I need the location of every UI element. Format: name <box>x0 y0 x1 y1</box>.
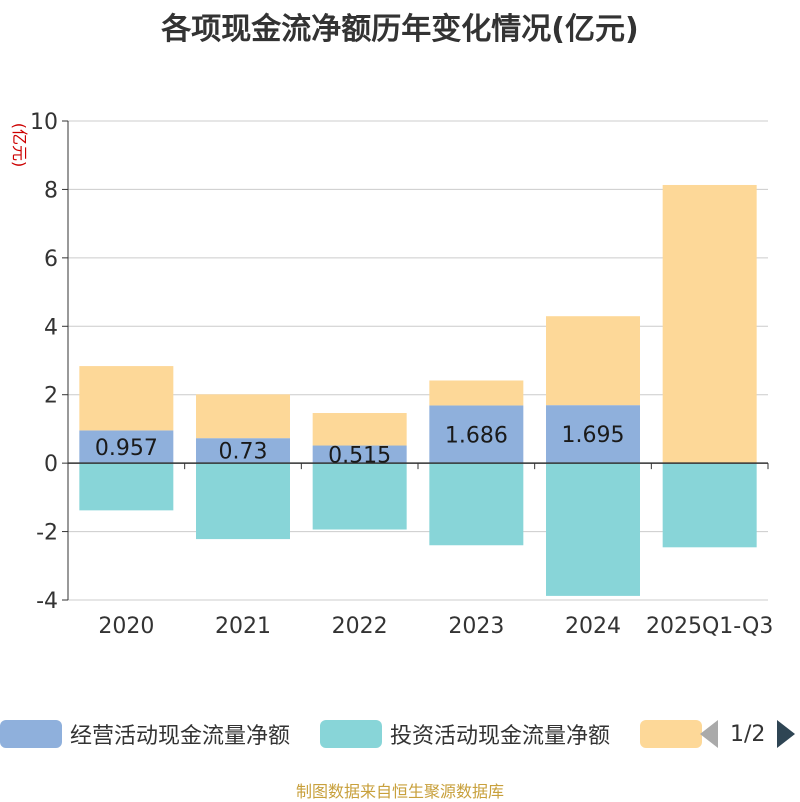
legend-item-investing[interactable]: 投资活动现金流量净额 <box>320 716 610 752</box>
y-tick-label: 10 <box>30 110 58 135</box>
x-tick-label: 2020 <box>98 614 154 639</box>
x-tick-label: 2021 <box>215 614 271 639</box>
y-tick-label: 0 <box>44 452 58 477</box>
source-note: 制图数据来自恒生聚源数据库 <box>295 782 504 801</box>
bar-series1-2022[interactable] <box>312 463 407 530</box>
bar-series2-2025Q1-Q3[interactable] <box>662 184 757 464</box>
legend-next-page-icon[interactable] <box>777 720 796 748</box>
legend-label-operating: 经营活动现金流量净额 <box>70 724 291 749</box>
bar-series2-2020[interactable] <box>79 366 174 431</box>
legend-pager: 1/2 <box>700 716 796 752</box>
legend-prev-page-icon[interactable] <box>700 720 718 748</box>
legend-swatch-financing <box>640 720 702 748</box>
data-label-2021: 0.73 <box>219 440 268 465</box>
data-label-2024: 1.695 <box>562 423 625 448</box>
chart-title: 各项现金流净额历年变化情况(亿元) <box>161 12 639 47</box>
bar-series0-2021[interactable] <box>196 438 290 464</box>
bar-series2-2021[interactable] <box>196 394 290 439</box>
data-label-2023: 1.686 <box>445 423 508 448</box>
legend: 经营活动现金流量净额 投资活动现金流量净额 <box>0 716 800 756</box>
bar-series0-2020[interactable] <box>79 430 174 464</box>
legend-item-operating[interactable]: 经营活动现金流量净额 <box>0 716 290 752</box>
y-tick-label: -2 <box>36 521 58 546</box>
y-tick-label: 4 <box>44 315 58 340</box>
bar-series1-2020[interactable] <box>79 463 174 511</box>
bar-series2-2024[interactable] <box>546 316 640 406</box>
y-tick-label: 2 <box>44 384 58 409</box>
data-label-2022: 0.515 <box>328 443 391 468</box>
x-tick-label: 2023 <box>448 614 504 639</box>
bar-series0-2022[interactable] <box>312 445 407 464</box>
bar-series1-2024[interactable] <box>546 463 640 596</box>
y-tick-label: 8 <box>44 178 58 203</box>
bar-series0-2023[interactable] <box>429 405 524 464</box>
bar-series2-2023[interactable] <box>429 380 524 406</box>
legend-swatch-investing <box>320 720 382 748</box>
bar-series2-2022[interactable] <box>312 413 407 446</box>
x-tick-label: 2024 <box>565 614 621 639</box>
legend-page-indicator: 1/2 <box>730 721 766 747</box>
bar-series1-2025Q1-Q3[interactable] <box>662 463 757 548</box>
bar-series1-2023[interactable] <box>429 463 524 546</box>
y-tick-label: 6 <box>44 247 58 272</box>
x-tick-label: 2022 <box>332 614 388 639</box>
bar-series0-2024[interactable] <box>546 405 640 464</box>
legend-swatch-operating <box>0 720 62 748</box>
chart-plot: -4 -2 0 2 4 6 8 10 2020 2021 2022 2023 2024 2025Q1-Q3… <box>10 110 773 639</box>
legend-item-financing[interactable] <box>640 716 702 752</box>
y-axis-label: (亿元) <box>10 123 29 168</box>
legend-label-investing: 投资活动现金流量净额 <box>390 724 611 749</box>
bar-series1-2021[interactable] <box>196 463 290 540</box>
y-tick-label: -4 <box>36 589 58 614</box>
data-label-2020: 0.957 <box>95 436 158 461</box>
x-tick-label: 2025Q1-Q3 <box>646 614 773 639</box>
